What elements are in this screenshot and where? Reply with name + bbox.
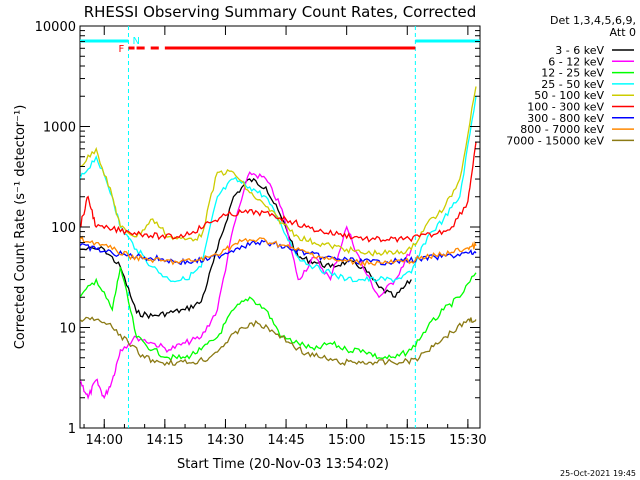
legend-label: 800 - 7000 keV [520, 123, 604, 136]
footer-date: 25-Oct-2021 19:45 [560, 469, 636, 478]
y-axis-label: Corrected Count Rate (s⁻¹ detector⁻¹) [13, 105, 28, 350]
series-line-3 [80, 96, 477, 284]
legend-label: 6 - 12 keV [548, 55, 604, 68]
series-line-0 [80, 177, 412, 320]
plot-area [79, 25, 481, 429]
legend-label: 300 - 800 keV [527, 112, 604, 125]
x-tick-label: 14:15 [146, 433, 183, 448]
y-tick-label: 1000 [43, 121, 76, 136]
legend-label: 12 - 25 keV [541, 67, 604, 80]
x-tick-label: 15:15 [389, 433, 426, 448]
x-tick-label: 14:00 [86, 433, 123, 448]
y-tick-label: 1 [68, 422, 76, 437]
x-tick-label: 14:30 [207, 433, 244, 448]
flag-bars: NF [80, 26, 480, 428]
series-line-1 [80, 171, 412, 400]
x-tick-label: 15:00 [328, 433, 365, 448]
legend-label: 3 - 6 keV [555, 44, 604, 57]
y-tick-label: 10000 [35, 20, 76, 35]
legend-label: 50 - 100 keV [534, 89, 604, 102]
chart-title: RHESSI Observing Summary Count Rates, Co… [84, 3, 477, 21]
series-group [80, 86, 477, 400]
series-line-2 [80, 266, 477, 362]
x-tick-label: 14:45 [267, 433, 304, 448]
x-tick-label: 15:30 [449, 433, 486, 448]
series-line-5 [80, 142, 477, 243]
legend-label: 25 - 50 keV [541, 78, 604, 91]
series-line-8 [80, 316, 477, 367]
legend-header: Det 1,3,4,5,6,9, [550, 14, 636, 27]
legend-label: 7000 - 15000 keV [506, 134, 604, 147]
flare-flag-label: F [118, 44, 124, 55]
y-tick-label: 10 [59, 322, 76, 337]
legend-label: 100 - 300 keV [527, 101, 604, 114]
night-flag-label: N [132, 36, 139, 47]
y-tick-label: 100 [51, 221, 76, 236]
x-axis: 14:00 14:15 14:30 14:45 15:00 15:15 15:30 [83, 26, 487, 448]
x-axis-label: Start Time (20-Nov-03 13:54:02) [177, 457, 389, 472]
y-axis: 1 10 100 1000 10000 [35, 20, 480, 437]
legend-header: Att 0 [610, 26, 636, 39]
series-line-7 [80, 235, 477, 267]
